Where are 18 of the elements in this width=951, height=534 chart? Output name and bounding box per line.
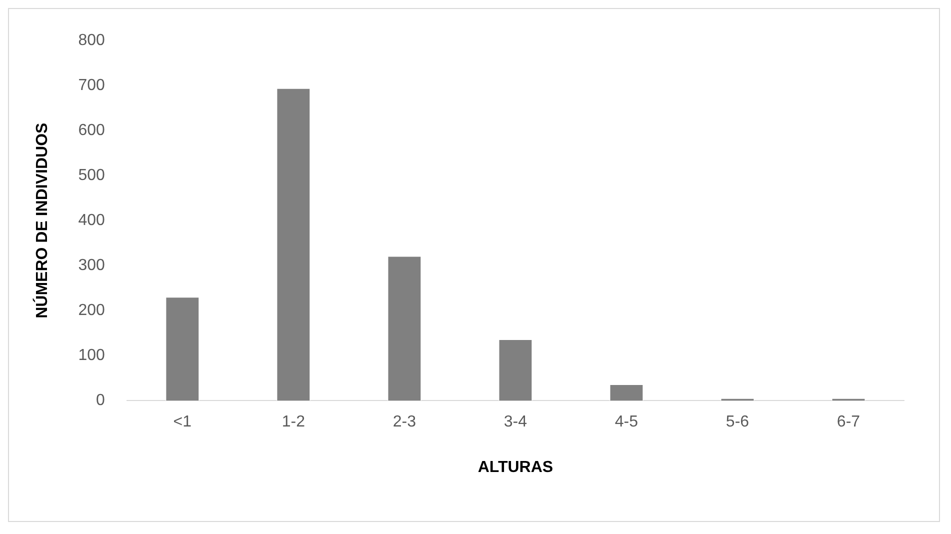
x-tick-label: 2-3	[392, 414, 416, 431]
y-tick-label: 600	[78, 122, 105, 140]
y-tick-label: 100	[78, 347, 105, 364]
x-axis-title: ALTURAS	[478, 458, 554, 476]
x-tick-label: 5-6	[726, 414, 750, 431]
x-tick-label: 4-5	[614, 414, 638, 431]
y-tick-label: 200	[78, 302, 105, 320]
y-tick-label: 400	[78, 212, 105, 230]
y-tick-label: 0	[96, 392, 105, 410]
x-tick-label: <1	[173, 414, 192, 431]
x-tick-label: 6-7	[836, 414, 860, 431]
y-tick-label: 500	[78, 167, 105, 184]
y-tick-label: 700	[78, 77, 105, 94]
y-tick-label: 300	[78, 257, 105, 274]
y-tick-label: 800	[78, 32, 105, 50]
x-tick-label: 3-4	[504, 414, 528, 431]
y-axis-title: NÚMERO DE INDIVIDUOS	[32, 122, 52, 318]
x-tick-label: 1-2	[282, 414, 306, 431]
